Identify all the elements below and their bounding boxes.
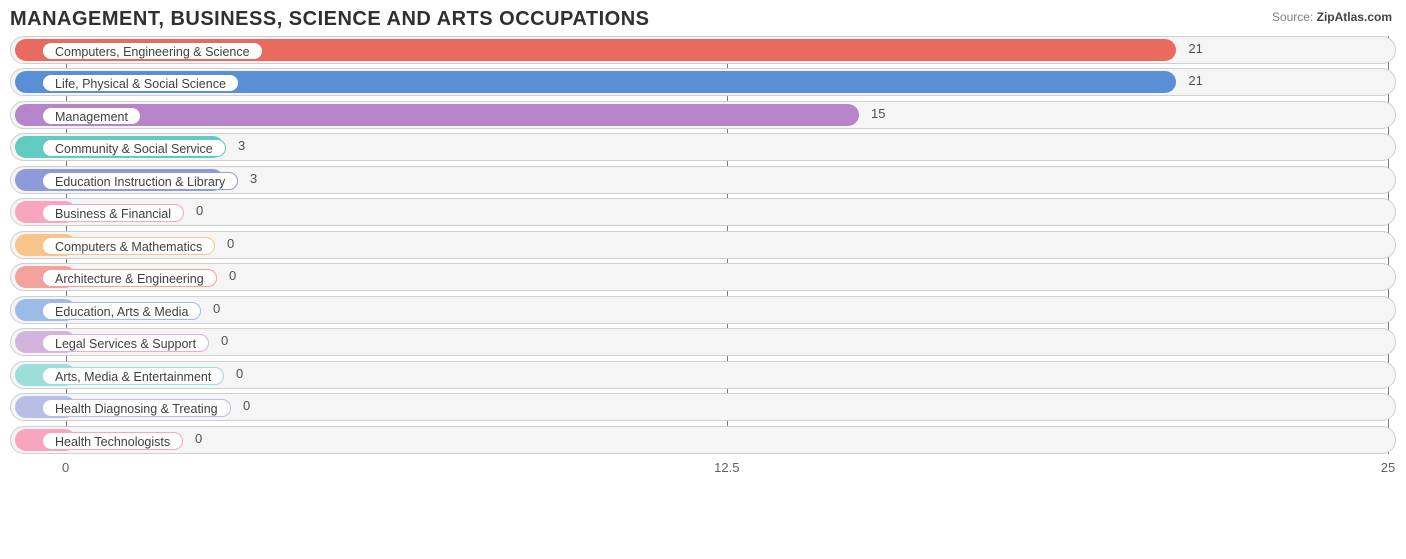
bar-value-label: 0 [227, 236, 234, 251]
source-label: Source: [1272, 10, 1313, 24]
bar-value-label: 21 [1188, 73, 1202, 88]
bar-row: Health Technologists 0 [10, 426, 1396, 454]
bar-category-label: Community & Social Service [42, 139, 226, 157]
bar-value-label: 3 [238, 138, 245, 153]
bar-value-label: 15 [871, 106, 885, 121]
bar-row: Computers, Engineering & Science 21 [10, 36, 1396, 64]
bar-track [10, 231, 1396, 259]
bar-track [10, 263, 1396, 291]
bar-category-label: Computers & Mathematics [42, 237, 215, 255]
chart-plot-wrap: Computers, Engineering & Science21Life, … [10, 36, 1396, 481]
bar-category-label: Management [42, 107, 141, 125]
source-attribution: Source: ZipAtlas.com [1272, 10, 1392, 24]
bar-fill [15, 104, 859, 126]
bar-category-label: Health Technologists [42, 432, 183, 450]
bar-category-label: Education Instruction & Library [42, 172, 238, 190]
bar-value-label: 0 [229, 268, 236, 283]
bar-row: Education Instruction & Library 3 [10, 166, 1396, 194]
bar-row: Management 15 [10, 101, 1396, 129]
bar-value-label: 0 [236, 366, 243, 381]
bar-category-label: Arts, Media & Entertainment [42, 367, 224, 385]
chart-plot: Computers, Engineering & Science21Life, … [10, 36, 1396, 454]
bar-category-label: Architecture & Engineering [42, 269, 217, 287]
chart-container: MANAGEMENT, BUSINESS, SCIENCE AND ARTS O… [0, 0, 1406, 559]
bar-category-label: Health Diagnosing & Treating [42, 399, 231, 417]
x-axis-tick-label: 0 [62, 460, 69, 475]
chart-x-axis: 0 12.5 25 [10, 458, 1396, 480]
bar-value-label: 0 [195, 431, 202, 446]
bar-track [10, 328, 1396, 356]
bar-value-label: 3 [250, 171, 257, 186]
chart-title: MANAGEMENT, BUSINESS, SCIENCE AND ARTS O… [10, 8, 1396, 31]
bar-category-label: Legal Services & Support [42, 334, 209, 352]
bar-track [10, 198, 1396, 226]
bar-category-label: Computers, Engineering & Science [42, 42, 263, 60]
bar-row: Business & Financial 0 [10, 198, 1396, 226]
bar-row: Legal Services & Support 0 [10, 328, 1396, 356]
bar-value-label: 0 [213, 301, 220, 316]
bar-row: Life, Physical & Social Science 21 [10, 68, 1396, 96]
bar-row: Community & Social Service 3 [10, 133, 1396, 161]
bar-value-label: 21 [1188, 41, 1202, 56]
bar-row: Architecture & Engineering 0 [10, 263, 1396, 291]
bar-value-label: 0 [196, 203, 203, 218]
bar-row: Health Diagnosing & Treating 0 [10, 393, 1396, 421]
source-value: ZipAtlas.com [1317, 10, 1392, 24]
bar-row: Education, Arts & Media 0 [10, 296, 1396, 324]
x-axis-tick-label: 12.5 [714, 460, 739, 475]
bar-track [10, 426, 1396, 454]
x-axis-tick-label: 25 [1381, 460, 1395, 475]
bar-value-label: 0 [243, 398, 250, 413]
bar-category-label: Business & Financial [42, 204, 184, 222]
bar-category-label: Education, Arts & Media [42, 302, 201, 320]
bar-value-label: 0 [221, 333, 228, 348]
bar-category-label: Life, Physical & Social Science [42, 74, 239, 92]
bar-row: Arts, Media & Entertainment 0 [10, 361, 1396, 389]
bar-row: Computers & Mathematics 0 [10, 231, 1396, 259]
